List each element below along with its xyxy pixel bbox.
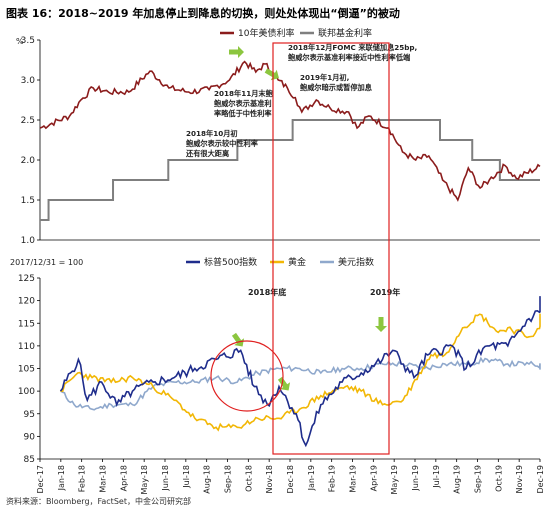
legend-label-sp500: 标普500指数 (204, 256, 257, 268)
bottom-y-tick-label: 100 (18, 387, 35, 397)
bottom-x-tick-label: Jun-18 (161, 465, 170, 492)
annotation-dec2018-fomc-line2: 鲍威尔表示基准利率接近中性利率低端 (288, 53, 411, 62)
bottom-x-tick-label: Aug-18 (203, 465, 212, 494)
top-y-tick-label: 1.5 (21, 196, 35, 206)
bottom-x-tick-label: Mar-18 (99, 465, 108, 493)
gold-line (60, 313, 541, 432)
top-unit-label: % (16, 37, 24, 46)
bottom-x-tick-label: May-18 (140, 465, 149, 494)
bottom-x-tick-label: Apr-19 (369, 465, 378, 491)
annotation-nov2018-line2: 鲍威尔表示基准利 (214, 99, 272, 108)
bottom-x-tick-label: Aug-19 (453, 465, 462, 494)
arrow-icon-bottom-oct2018-shape (231, 332, 245, 347)
bottom-x-tick-label: Dec-17 (36, 465, 45, 494)
annotation-end-2018: 2018年底 (248, 287, 286, 297)
bottom-x-tick-label: Jun-19 (411, 465, 420, 492)
arrow-icon-oct2018-shape (229, 46, 244, 58)
source-note: 资料来源：Bloomberg，FactSet，中金公司研究部 (6, 497, 191, 506)
legend-label-treasury: 10年美债利率 (238, 27, 294, 39)
highlight-circle (210, 340, 284, 412)
bottom-base-note: 2017/12/31 = 100 (10, 258, 83, 267)
figure-title-text: 图表 16：2018~2019 年加息停止到降息的切换，则处处体现出“倒逼”的被… (6, 7, 400, 20)
bottom-y-tick-label: 85 (24, 455, 35, 465)
bottom-x-tick-label: Mar-19 (349, 465, 358, 493)
bottom-y-tick-label: 125 (18, 274, 35, 284)
arrow-icon-bottom-dec2018-shape (277, 376, 291, 391)
bottom-x-tick-label: Nov-18 (265, 465, 274, 493)
annotation-2019: 2019年 (370, 287, 400, 297)
annotation-dec2018-fomc-line1: 2018年12月FOMC 来联储加息25bp, (288, 43, 417, 52)
bottom-x-tick-label: Sep-18 (224, 465, 233, 493)
arrow-icon-nov2018-shape (264, 68, 279, 81)
annotation-oct2018-line1: 2018年10月初 (186, 129, 238, 138)
legend-label-fedfunds: 联邦基金利率 (318, 27, 372, 39)
usd-index-line (60, 356, 541, 411)
bottom-y-tick-label: 120 (18, 297, 35, 307)
bottom-x-tick-label: Feb-18 (78, 465, 87, 492)
top-y-tick-label: 1.0 (21, 236, 36, 246)
bottom-x-tick-label: Jul-19 (432, 465, 441, 489)
bottom-y-tick-label: 95 (24, 410, 35, 420)
bottom-x-tick-label: Feb-19 (328, 465, 337, 492)
bottom-y-tick-label: 90 (24, 432, 36, 442)
bottom-x-tick-label: Dec-18 (286, 465, 295, 494)
annotation-nov2018-line1: 2018年11月末鲍 (214, 89, 274, 98)
arrow-icon-nov2018 (264, 68, 279, 81)
arrow-icon-bottom-2019-shape (375, 317, 387, 332)
fedfunds-line (40, 119, 540, 221)
top-y-tick-label: 2.5 (21, 116, 35, 126)
annotation-jan2019-line1: 2019年1月初, (300, 73, 349, 82)
legend-label-gold: 黄金 (288, 256, 306, 268)
arrow-icon-bottom-dec2018 (277, 376, 291, 391)
bottom-x-tick-label: Apr-18 (119, 465, 128, 491)
bottom-y-tick-label: 110 (18, 342, 35, 352)
arrow-icon-bottom-oct2018 (231, 332, 245, 347)
bottom-x-tick-label: Jul-18 (182, 465, 191, 489)
top-y-tick-label: 2.0 (21, 156, 36, 166)
top-y-tick-label: 3.5 (21, 36, 35, 46)
sp500-line (59, 296, 541, 448)
highlight-box (272, 42, 390, 455)
figure-title: 图表 16：2018~2019 年加息停止到降息的切换，则处处体现出“倒逼”的被… (6, 5, 400, 21)
annotation-oct2018-line3: 还有很大距离 (185, 149, 229, 158)
bottom-x-tick-label: Oct-18 (244, 465, 253, 492)
annotation-nov2018-line3: 率略低于中性利率 (214, 109, 272, 118)
annotation-oct2018-line2: 鲍威尔表示较中性利率 (186, 139, 258, 148)
bottom-y-tick-label: 115 (18, 319, 35, 329)
bottom-x-tick-label: May-19 (390, 465, 399, 494)
bottom-y-tick-label: 105 (18, 365, 35, 375)
arrow-icon-bottom-2019 (375, 317, 387, 332)
bottom-x-tick-label: Oct-19 (494, 465, 503, 492)
bottom-x-tick-label: Jan-18 (57, 465, 66, 491)
legend-label-usd: 美元指数 (338, 256, 374, 268)
bottom-x-tick-label: Nov-19 (515, 465, 524, 493)
top-y-tick-label: 3.0 (21, 76, 36, 86)
treasury-line (39, 60, 541, 202)
bottom-x-tick-label: Jan-19 (307, 465, 316, 491)
annotation-jan2019-line2: 鲍威尔暗示或暂停加息 (300, 83, 372, 92)
arrow-icon-oct2018 (229, 46, 244, 58)
bottom-x-tick-label: Dec-19 (536, 465, 545, 494)
bottom-x-tick-label: Sep-19 (474, 465, 483, 493)
